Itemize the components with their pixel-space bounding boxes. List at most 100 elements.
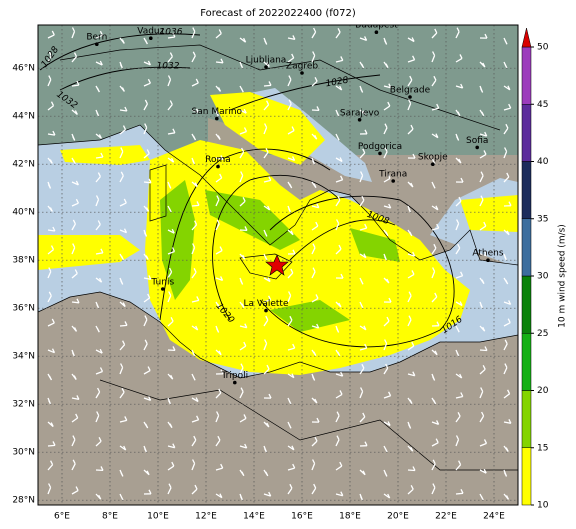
wind-barb <box>287 53 295 63</box>
wind-barb <box>95 248 104 255</box>
wind-barb <box>215 388 222 399</box>
wind-barb <box>167 291 172 303</box>
wind-barb <box>215 435 221 447</box>
wind-barb <box>95 220 101 231</box>
x-tick-label: 10°E <box>147 512 169 522</box>
wind-barb <box>47 226 56 232</box>
wind-barb <box>383 61 389 69</box>
city-label: Tunis <box>150 278 174 288</box>
city-dot <box>431 162 435 166</box>
wind-barb <box>287 181 293 189</box>
city-dot <box>374 30 379 34</box>
wind-barb <box>383 421 391 427</box>
city-dot <box>149 36 153 40</box>
wind-barb <box>215 411 220 423</box>
wind-barb <box>287 463 296 471</box>
city-dot <box>233 380 237 385</box>
wind-barb <box>503 37 508 45</box>
city-label: Zagreb <box>286 62 318 72</box>
wind-barb <box>479 325 486 332</box>
colorbar-extension <box>521 27 532 48</box>
city-label: Sofia <box>466 136 488 146</box>
city-label: Tirana <box>378 170 407 180</box>
wind-barb <box>143 205 150 212</box>
wind-barb <box>263 469 269 477</box>
wind-barb <box>287 156 296 162</box>
wind-barb <box>71 219 76 231</box>
wind-10-15 <box>210 92 325 165</box>
wind-barb <box>191 459 196 471</box>
wind-barb <box>95 437 102 447</box>
wind-barb <box>95 172 101 183</box>
city-label: Ljubljana <box>246 56 287 66</box>
wind-barb <box>119 106 128 112</box>
wind-barb <box>455 133 460 141</box>
wind-barb <box>167 421 173 429</box>
colorbar-tick-label: 35 <box>537 214 548 224</box>
wind-barb <box>143 99 148 111</box>
city-dot <box>161 287 165 291</box>
wind-barb <box>359 343 368 351</box>
wind-barb <box>167 317 174 327</box>
wind-barb <box>335 219 340 231</box>
wind-barb <box>47 318 55 327</box>
colorbar-tick-label: 50 <box>537 43 549 53</box>
wind-barb <box>119 147 124 159</box>
wind-barb <box>119 61 124 69</box>
wind-barb <box>191 133 197 141</box>
wind-barb <box>263 393 272 399</box>
wind-barb <box>287 373 295 379</box>
wind-barb <box>383 363 389 375</box>
map-frame <box>37 24 519 506</box>
isobar-label: 1028 <box>325 76 350 90</box>
wind-barb <box>47 421 54 428</box>
wind-barb <box>383 316 390 327</box>
wind-barb <box>191 78 199 87</box>
wind-barb <box>407 37 415 43</box>
wind-barb <box>167 397 172 405</box>
wind-barb <box>215 85 222 92</box>
wind-barb <box>47 51 52 63</box>
wind-barb <box>287 268 294 279</box>
wind-barb <box>191 243 196 255</box>
wind-barb <box>383 339 388 351</box>
wind-barb <box>455 373 463 379</box>
wind-barb <box>479 251 488 257</box>
wind-barb <box>71 373 77 380</box>
wind-barb <box>431 75 437 87</box>
wind-barb <box>263 81 272 87</box>
wind-barb <box>383 493 391 499</box>
wind-barb <box>479 150 487 159</box>
wind-barb <box>287 75 292 87</box>
colorbar-segment <box>521 447 532 506</box>
wind-barb <box>431 349 438 356</box>
wind-barb <box>215 246 223 255</box>
wind-barb <box>47 373 53 381</box>
wind-barb <box>143 60 151 66</box>
colorbar-segment <box>521 46 532 105</box>
wind-barb <box>263 100 270 111</box>
wind-barb <box>143 469 150 476</box>
colorbar-tick-label: 25 <box>537 329 548 339</box>
wind-barb <box>95 133 102 139</box>
wind-barb <box>119 493 124 501</box>
wind-barb <box>383 445 388 453</box>
city-label: Bern <box>86 33 107 43</box>
wind-barb <box>407 75 413 87</box>
wind-barb <box>359 412 366 423</box>
wind-barb <box>455 460 462 471</box>
wind-barb <box>239 108 247 114</box>
wind-barb <box>383 277 390 284</box>
wind-barb <box>359 129 368 135</box>
wind-barb <box>335 371 344 377</box>
wind-barb <box>359 109 366 116</box>
city-label: Skopje <box>418 153 448 163</box>
wind-barb <box>503 419 512 424</box>
colorbar-segment <box>521 161 532 219</box>
wind-barb <box>479 493 484 501</box>
wind-barb <box>119 228 128 234</box>
wind-barb <box>431 28 438 39</box>
x-tick-label: 20°E <box>387 512 409 522</box>
wind-barb <box>119 363 124 375</box>
